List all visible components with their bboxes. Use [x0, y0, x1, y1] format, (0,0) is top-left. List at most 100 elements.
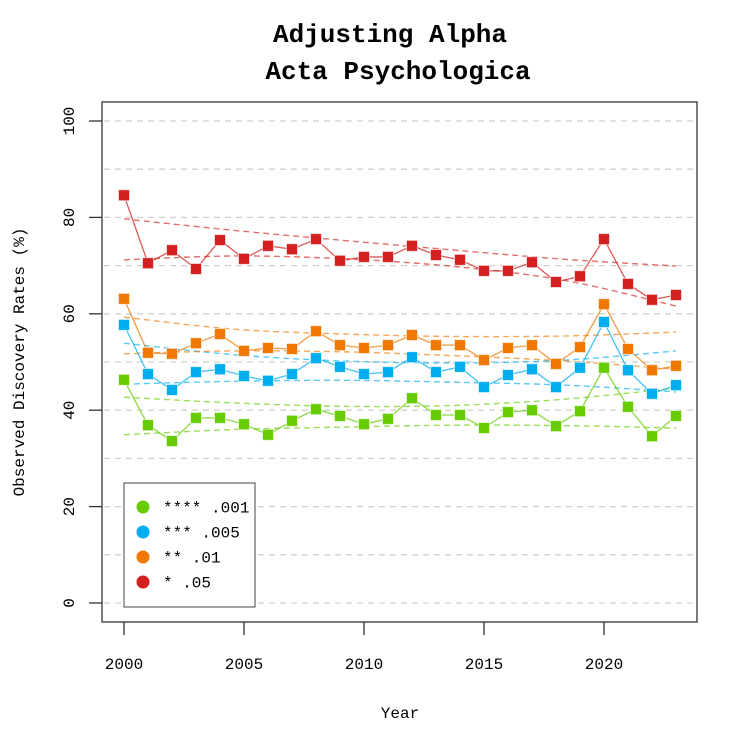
- data-point: [118, 292, 130, 305]
- band-lower: [123, 255, 677, 307]
- data-point: [310, 325, 322, 338]
- series-line: [123, 298, 677, 371]
- data-point: [454, 253, 466, 266]
- data-point: [358, 368, 370, 381]
- data-point: [598, 361, 610, 374]
- data-point: [502, 406, 514, 419]
- data-point: [142, 257, 154, 270]
- data-point: [670, 379, 682, 392]
- y-tick-label: 100: [61, 107, 79, 136]
- x-axis: 2000 2005 2010 2015 2020: [105, 622, 623, 674]
- data-point: [526, 404, 538, 417]
- legend-marker: [136, 500, 150, 514]
- data-point: [406, 392, 418, 405]
- data-point: [334, 339, 346, 352]
- data-point: [238, 252, 250, 265]
- data-point: [430, 248, 442, 261]
- data-point: [310, 233, 322, 246]
- data-point: [526, 363, 538, 376]
- data-point: [574, 405, 586, 418]
- x-tick-label: 2000: [105, 656, 143, 674]
- legend-label: **** .001: [163, 500, 249, 518]
- data-point: [262, 239, 274, 252]
- legend-marker: [136, 550, 150, 564]
- data-point: [526, 339, 538, 352]
- title-line-2: Acta Psychologica: [265, 57, 530, 87]
- data-point: [550, 357, 562, 370]
- data-point: [646, 387, 658, 400]
- data-point: [502, 342, 514, 355]
- data-point: [190, 366, 202, 379]
- legend-label: * .05: [163, 575, 211, 593]
- data-point: [190, 337, 202, 350]
- data-point: [574, 341, 586, 354]
- y-axis-label: Observed Discovery Rates (%): [11, 228, 29, 497]
- data-point: [622, 277, 634, 290]
- data-point: [310, 403, 322, 416]
- data-point: [262, 428, 274, 441]
- data-point: [190, 411, 202, 424]
- series-005: [118, 315, 682, 400]
- data-point: [382, 366, 394, 379]
- data-point: [646, 293, 658, 306]
- legend-label: *** .005: [163, 525, 240, 543]
- data-point: [406, 351, 418, 364]
- data-point: [286, 414, 298, 427]
- series-01: [118, 292, 682, 377]
- data-point: [358, 342, 370, 355]
- band-upper: [123, 218, 677, 267]
- band-upper: [123, 342, 677, 364]
- data-point: [478, 422, 490, 435]
- legend-label: ** .01: [163, 550, 221, 568]
- data-point: [454, 360, 466, 373]
- data-point: [430, 366, 442, 379]
- data-point: [334, 409, 346, 422]
- data-point: [382, 412, 394, 425]
- data-point: [550, 381, 562, 394]
- plot-frame: [101, 101, 698, 623]
- data-point: [502, 369, 514, 382]
- y-tick-label: 40: [61, 401, 79, 420]
- data-point: [262, 374, 274, 387]
- data-point: [670, 359, 682, 372]
- data-point: [382, 339, 394, 352]
- data-point: [166, 435, 178, 448]
- data-point: [334, 254, 346, 267]
- y-tick-label: 60: [61, 304, 79, 323]
- series-line: [123, 195, 677, 301]
- data-point: [382, 250, 394, 263]
- data-point: [406, 239, 418, 252]
- x-tick-label: 2015: [465, 656, 503, 674]
- data-point: [502, 264, 514, 277]
- data-point: [214, 328, 226, 341]
- data-point: [478, 354, 490, 367]
- data-point: [214, 411, 226, 424]
- data-point: [598, 298, 610, 311]
- data-point: [286, 342, 298, 355]
- data-point: [598, 233, 610, 246]
- x-tick-label: 2020: [585, 656, 623, 674]
- data-point: [190, 262, 202, 275]
- x-tick-label: 2010: [345, 656, 383, 674]
- band-lower: [123, 424, 677, 436]
- series-001: [118, 361, 682, 448]
- data-point: [334, 360, 346, 373]
- data-point: [406, 329, 418, 342]
- data-point: [118, 189, 130, 202]
- data-point: [574, 270, 586, 283]
- data-point: [478, 264, 490, 277]
- data-point: [670, 409, 682, 422]
- band-upper: [123, 316, 677, 338]
- y-tick-label: 0: [61, 598, 79, 608]
- chart-title: Adjusting Alpha Acta Psychologica: [265, 20, 530, 87]
- data-point: [238, 344, 250, 357]
- data-point: [238, 369, 250, 382]
- data-point: [262, 342, 274, 355]
- data-point: [358, 250, 370, 263]
- band-lower: [123, 350, 677, 370]
- data-point: [646, 364, 658, 377]
- x-axis-label: Year: [381, 705, 419, 723]
- data-point: [142, 346, 154, 359]
- data-point: [166, 347, 178, 360]
